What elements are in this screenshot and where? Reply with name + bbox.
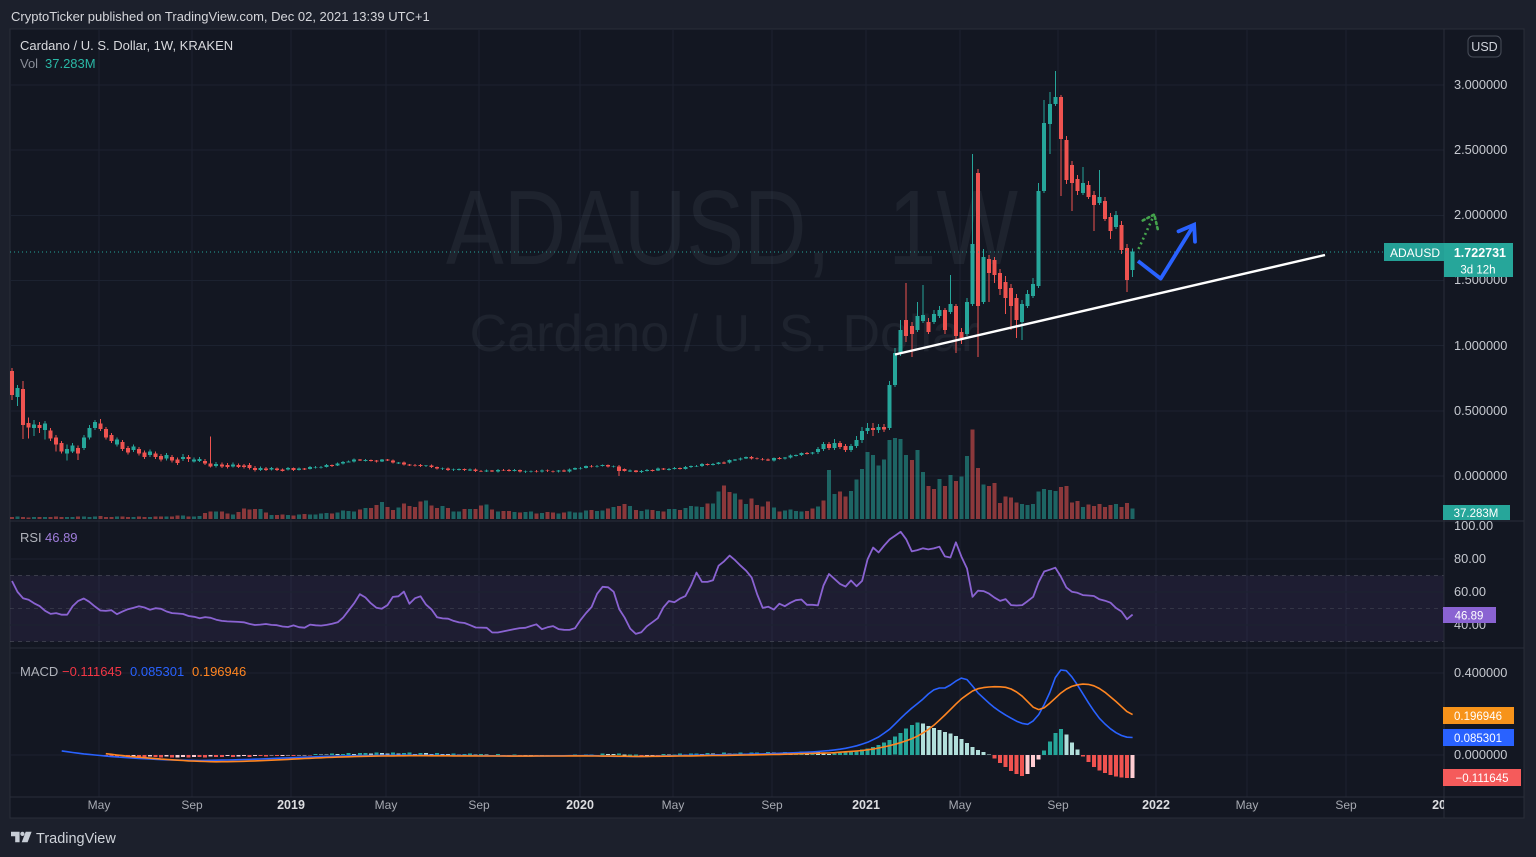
svg-text:37.283M: 37.283M: [1454, 508, 1499, 520]
svg-text:May: May: [662, 798, 685, 812]
svg-text:Sep: Sep: [761, 798, 783, 812]
svg-text:ADAUSD, 1W: ADAUSD, 1W: [446, 169, 1018, 287]
svg-text:0.500000: 0.500000: [1454, 403, 1507, 418]
svg-text:2020: 2020: [566, 798, 594, 812]
svg-text:1.000000: 1.000000: [1454, 338, 1507, 353]
svg-text:46.89: 46.89: [45, 530, 78, 545]
svg-text:Sep: Sep: [1047, 798, 1069, 812]
svg-text:May: May: [1236, 798, 1259, 812]
svg-text:2.500000: 2.500000: [1454, 142, 1507, 157]
svg-text:Sep: Sep: [1335, 798, 1357, 812]
svg-text:Sep: Sep: [181, 798, 203, 812]
svg-text:USD: USD: [1471, 40, 1497, 54]
svg-text:MACD: MACD: [20, 664, 58, 679]
svg-text:Vol: Vol: [20, 56, 38, 71]
svg-text:ADAUSD: ADAUSD: [1390, 246, 1440, 260]
svg-text:0.085301: 0.085301: [130, 664, 184, 679]
svg-text:RSI: RSI: [20, 530, 42, 545]
svg-text:−0.111645: −0.111645: [1456, 773, 1509, 785]
svg-text:0.400000: 0.400000: [1454, 665, 1507, 680]
svg-text:100.00: 100.00: [1454, 518, 1493, 533]
svg-text:Cardano / U. S. Dollar, 1W, KR: Cardano / U. S. Dollar, 1W, KRAKEN: [20, 38, 233, 53]
svg-text:CryptoTicker published on Trad: CryptoTicker published on TradingView.co…: [11, 9, 430, 24]
svg-text:2023: 2023: [1432, 798, 1460, 812]
svg-text:60.00: 60.00: [1454, 584, 1486, 599]
svg-text:0.085301: 0.085301: [1454, 733, 1502, 745]
svg-text:46.89: 46.89: [1455, 611, 1484, 623]
svg-text:May: May: [88, 798, 111, 812]
svg-text:0.196946: 0.196946: [1454, 711, 1502, 723]
svg-text:0.000000: 0.000000: [1454, 747, 1507, 762]
svg-text:−0.111645: −0.111645: [62, 664, 122, 679]
svg-text:TradingView: TradingView: [36, 831, 116, 847]
svg-text:3d 12h: 3d 12h: [1460, 265, 1495, 277]
svg-text:1.722731: 1.722731: [1454, 246, 1506, 260]
svg-text:3.000000: 3.000000: [1454, 77, 1507, 92]
svg-text:80.00: 80.00: [1454, 551, 1486, 566]
svg-text:May: May: [949, 798, 972, 812]
svg-text:May: May: [375, 798, 398, 812]
svg-text:0.000000: 0.000000: [1454, 468, 1507, 483]
svg-text:2022: 2022: [1142, 798, 1170, 812]
svg-text:0.196946: 0.196946: [192, 664, 246, 679]
svg-text:2.000000: 2.000000: [1454, 207, 1507, 222]
svg-text:2021: 2021: [852, 798, 880, 812]
svg-text:2019: 2019: [277, 798, 305, 812]
svg-text:Sep: Sep: [468, 798, 490, 812]
svg-text:37.283M: 37.283M: [45, 56, 96, 71]
